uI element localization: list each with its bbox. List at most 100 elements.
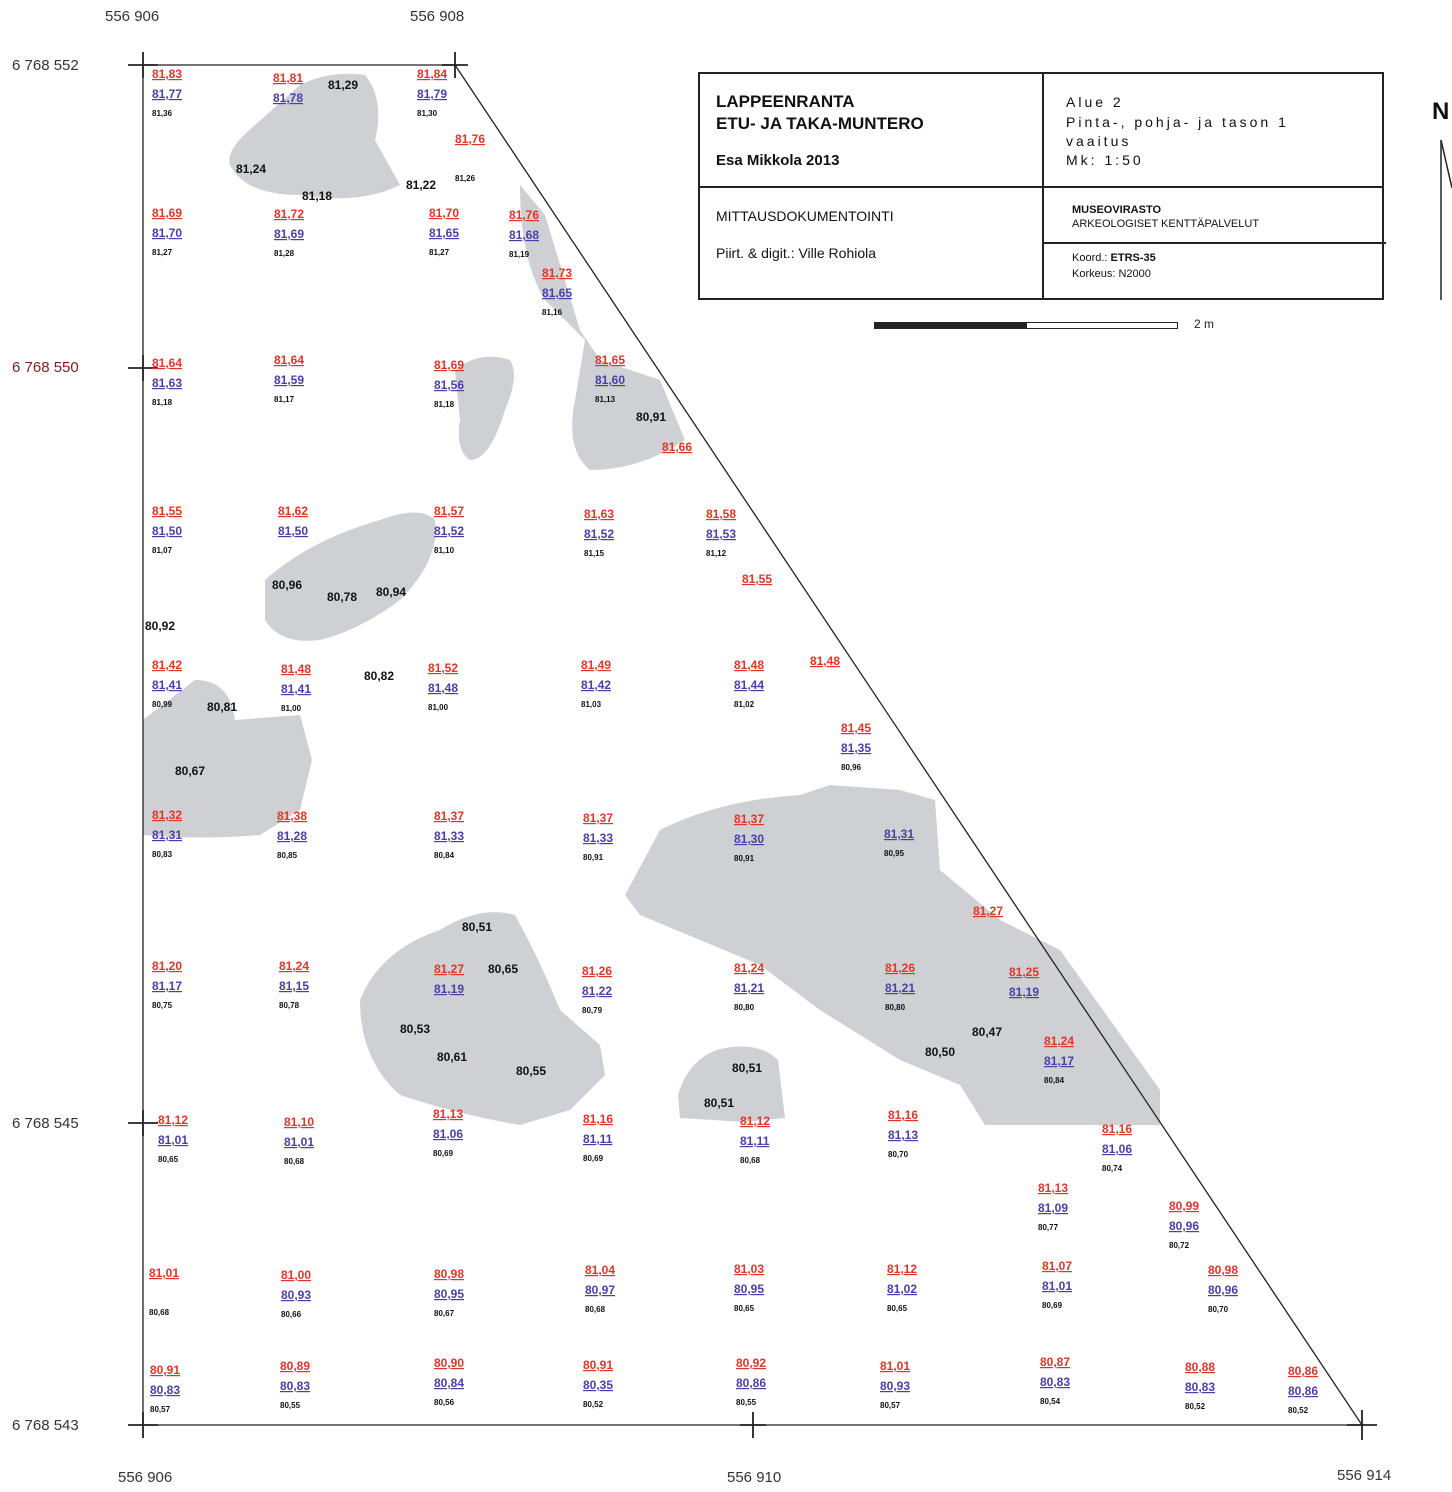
x-bottom-label: 556 906 — [118, 1469, 172, 1486]
level1-level: 80,52 — [1185, 1402, 1206, 1411]
surface-level: 81,20 — [152, 959, 182, 973]
height-label: Korkeus: — [1072, 268, 1116, 280]
level1-level: 80,55 — [280, 1401, 301, 1410]
level1-level: 80,70 — [888, 1150, 909, 1159]
elevation-point: 81,69 81,56 81,18 — [434, 358, 464, 409]
elevation-point: 80,91 80,83 80,57 — [150, 1363, 180, 1414]
surface-level: 81,65 — [595, 353, 625, 367]
elevation-point: 80,87 80,83 80,54 — [1040, 1355, 1070, 1406]
base-level: 81,06 — [1102, 1142, 1132, 1156]
level1-level: 81,19 — [509, 250, 530, 259]
base-level: 81,48 — [428, 681, 458, 695]
level1-level: 81,28 — [274, 249, 295, 258]
elevation-point: 81,26 81,22 80,79 — [582, 964, 612, 1015]
elevation-point: 80,92 80,86 80,55 — [736, 1356, 766, 1407]
surface-level: 80,87 — [1040, 1355, 1070, 1369]
surface-level: 80,99 — [1169, 1199, 1199, 1213]
base-level: 80,95 — [734, 1282, 764, 1296]
stone-8 — [678, 1046, 785, 1122]
level1-level: 80,99 — [152, 700, 173, 709]
base-level: 81,63 — [152, 376, 182, 390]
level1-level: 81,18 — [152, 398, 173, 407]
surface-level: 81,37 — [583, 811, 613, 825]
stone-level: 80,51 — [732, 1061, 762, 1075]
surface-level: 81,10 — [284, 1115, 314, 1129]
elevation-point: 81,66 — [662, 440, 692, 454]
base-level: 81,21 — [734, 981, 764, 995]
level1-level: 80,65 — [734, 1304, 755, 1313]
surface-level: 81,16 — [1102, 1122, 1132, 1136]
stone-level: 80,96 — [272, 578, 302, 592]
surface-level: 80,98 — [1208, 1263, 1238, 1277]
elevation-point: 81,52 81,48 81,00 — [428, 661, 458, 712]
base-level: 81,17 — [1044, 1054, 1074, 1068]
level1-level: 81,02 — [734, 700, 755, 709]
surface-level: 81,83 — [152, 67, 182, 81]
base-level: 81,19 — [1009, 985, 1039, 999]
y-left-label: 6 768 543 — [12, 1417, 79, 1434]
level1-level: 80,56 — [434, 1398, 455, 1407]
base-level: 81,65 — [542, 286, 572, 300]
elevation-point: 81,48 81,41 81,00 — [281, 662, 311, 713]
description: Pinta-, pohja- ja tason 1 — [1066, 114, 1289, 130]
level1-level: 81,18 — [434, 400, 455, 409]
base-level: 81,19 — [434, 982, 464, 996]
elevation-point: 81,24 81,21 80,80 — [734, 961, 764, 1012]
base-level: 81,11 — [583, 1132, 613, 1146]
base-level: 80,93 — [281, 1288, 311, 1302]
surface-level: 81,24 — [1044, 1034, 1074, 1048]
level1-level: 81,00 — [281, 704, 302, 713]
elevation-point: 81,38 81,28 80,85 — [277, 809, 307, 860]
level1-level: 80,95 — [884, 849, 905, 858]
base-level: 81,02 — [887, 1282, 917, 1296]
elevation-point: 81,37 81,33 80,84 — [434, 809, 464, 860]
base-level: 81,31 — [884, 827, 914, 841]
elevation-point: 80,86 80,86 80,52 — [1288, 1364, 1318, 1415]
surface-level: 81,52 — [428, 661, 458, 675]
base-level: 81,52 — [584, 527, 614, 541]
surface-level: 81,01 — [880, 1359, 910, 1373]
level1-level: 80,85 — [277, 851, 298, 860]
surface-level: 81,26 — [582, 964, 612, 978]
elevation-point: 80,90 80,84 80,56 — [434, 1356, 464, 1407]
level1-level: 81,03 — [581, 700, 602, 709]
stone-levels: 81,29 81,24 81,18 81,22 80,91 80,96 80,78 80,94… — [145, 78, 1002, 1110]
surface-level: 81,27 — [973, 904, 1003, 918]
level1-level: 80,70 — [1208, 1305, 1229, 1314]
x-bottom-label: 556 914 — [1337, 1467, 1391, 1484]
base-level: 81,52 — [434, 524, 464, 538]
base-level: 80,97 — [585, 1283, 615, 1297]
elevation-point: 81,16 81,11 80,69 — [583, 1112, 613, 1163]
surface-level: 81,25 — [1009, 965, 1039, 979]
surface-level: 81,27 — [434, 962, 464, 976]
map-scale: Mk: 1:50 — [1066, 152, 1144, 168]
base-level: 81,21 — [885, 981, 915, 995]
surface-level: 80,89 — [280, 1359, 310, 1373]
surface-level: 81,84 — [417, 67, 447, 81]
elevation-point: 81,58 81,53 81,12 — [706, 507, 736, 558]
level1-level: 81,10 — [434, 546, 455, 555]
level1-level: 81,26 — [455, 174, 476, 183]
base-level: 81,33 — [583, 831, 613, 845]
elevation-point: 81,12 81,02 80,65 — [887, 1262, 917, 1313]
surface-level: 80,92 — [736, 1356, 766, 1370]
surface-level: 81,01 — [149, 1266, 179, 1280]
surface-level: 80,86 — [1288, 1364, 1318, 1378]
level1-level: 81,07 — [152, 546, 173, 555]
stone-level: 80,94 — [376, 585, 406, 599]
elevation-point: 81,76 81,26 — [455, 132, 485, 183]
base-level: 81,59 — [274, 373, 304, 387]
surface-level: 80,91 — [150, 1363, 180, 1377]
elevation-point: 81,32 81,31 80,83 — [152, 808, 182, 859]
level1-level: 80,78 — [279, 1001, 300, 1010]
stone-level: 80,91 — [636, 410, 666, 424]
title-block: LAPPEENRANTA ETU- JA TAKA-MUNTERO Esa Mi… — [698, 72, 1386, 300]
surface-level: 81,58 — [706, 507, 736, 521]
stone-2 — [520, 185, 685, 470]
base-level: 81,22 — [582, 984, 612, 998]
elevation-point: 81,24 81,17 80,84 — [1044, 1034, 1074, 1085]
level1-level: 80,83 — [152, 850, 173, 859]
doc-type: MITTAUSDOKUMENTOINTI — [716, 208, 894, 224]
author-year: Esa Mikkola 2013 — [716, 152, 840, 169]
elevation-point: 81,13 81,09 80,77 — [1038, 1181, 1068, 1232]
